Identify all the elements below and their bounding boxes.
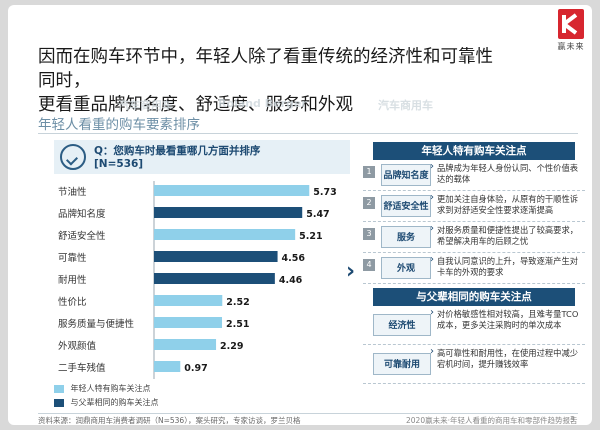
data-label: 2.52 — [226, 297, 249, 308]
focus-label: 品牌知名度 — [381, 164, 431, 186]
focus-description: 品牌成为年轻人身份认同、个性价值表达的载体 — [430, 162, 583, 184]
legend-label: 与父辈相同的购车关注点 — [70, 398, 159, 407]
sample-size: [N=536] — [94, 158, 144, 170]
shared-focus-row: 经济性对价格敏感性相对较高，且难考量TCO成本，更多关注采购时的单次成本 — [363, 306, 585, 345]
bar — [154, 229, 296, 240]
focus-label: 可靠耐用 — [373, 353, 431, 375]
headline-line-2: 更看重品牌知名度、舒适度、服务和外观 — [38, 95, 353, 115]
focus-panel: 年轻人特有购车关注点 1 品牌知名度品牌成为年轻人身份认同、个性价值表达的载体 2舒… — [363, 142, 585, 384]
bar — [154, 251, 278, 262]
logo-text: 赢未来 — [557, 42, 585, 51]
watermark: 汽车商用车 — [118, 99, 173, 112]
section-subtitle: 年轻人看重的购车要素排序 — [38, 117, 200, 133]
slide: 赢未来 因而在购车环节中，年轻人除了看重传统的经济性和可靠性同时， 更看重品牌知… — [8, 5, 592, 425]
category-label: 节油性 — [58, 186, 87, 198]
legend-label: 年轻人特有购车关注点 — [70, 384, 151, 393]
young-focus-row: 4 外观自我认同意识的上升，导致逐渐产生对卡车的外观的要求 — [363, 253, 585, 284]
question-text: Q：您购车时最看重哪几方面并排序 — [94, 145, 261, 157]
bar — [154, 295, 223, 306]
watermark: 汽车商用车 — [378, 99, 433, 112]
focus-label: 外观 — [381, 257, 431, 279]
category-label: 可靠性 — [58, 252, 87, 264]
data-label: 5.73 — [313, 187, 336, 198]
bar — [154, 273, 275, 284]
bar — [154, 317, 223, 328]
shared-focus-row: 可靠耐用高可靠性和耐用性，在使用过程中减少宕机时间，提升赚钱效率 — [363, 345, 585, 384]
category-label: 品牌知名度 — [58, 208, 106, 220]
young-focus-row: 2 舒适安全性更加关注自身体验，从原有的干顺性诉求到对舒适安全性要求逐渐提高 — [363, 191, 585, 222]
source-note: 资料来源：润鼎商用车消费者调研（N=536），案头研究，专家访谈，罗兰贝格 — [38, 416, 301, 425]
data-label: 4.46 — [279, 275, 303, 286]
question-box: Q：您购车时最看重哪几方面并排序 [N=536] — [54, 140, 350, 174]
legend-item-shared: 与父辈相同的购车关注点 — [54, 397, 159, 408]
category-label: 二手车残值 — [58, 362, 106, 374]
legend-swatch — [54, 398, 64, 407]
category-label: 外观颜值 — [58, 340, 97, 352]
young-focus-row: 1 品牌知名度品牌成为年轻人身份认同、个性价值表达的载体 — [363, 160, 585, 191]
logo-mark-icon — [558, 9, 584, 39]
data-label: 0.97 — [184, 363, 207, 374]
brand-logo: 赢未来 — [550, 9, 588, 61]
category-label: 性价比 — [58, 296, 87, 308]
row-number: 1 — [363, 166, 375, 178]
check-circle-icon — [60, 144, 86, 170]
data-label: 5.21 — [299, 231, 322, 242]
category-label: 耐用性 — [58, 274, 87, 286]
footer-divider — [38, 413, 578, 414]
row-number: 4 — [363, 259, 375, 271]
legend-swatch — [54, 384, 64, 393]
bar — [154, 207, 303, 218]
data-label: 4.56 — [282, 253, 306, 264]
row-number: 3 — [363, 228, 375, 240]
shared-focus-header: 与父辈相同的购车关注点 — [373, 288, 575, 306]
category-label: 服务质量与便捷性 — [58, 318, 135, 330]
headline-line-1: 因而在购车环节中，年轻人除了看重传统的经济性和可靠性同时， — [38, 47, 493, 91]
focus-description: 对价格敏感性相对较高，且难考量TCO成本，更多关注采购时的单次成本 — [430, 308, 583, 330]
data-label: 2.29 — [220, 341, 243, 352]
watermark: Roland Berger — [218, 97, 307, 110]
bar — [154, 185, 310, 196]
focus-description: 自我认同意识的上升，导致逐渐产生对卡车的外观的要求 — [430, 255, 583, 277]
arrow-right-icon — [336, 142, 350, 172]
page-number: 3 — [570, 415, 575, 424]
headline: 因而在购车环节中，年轻人除了看重传统的经济性和可靠性同时， 更看重品牌知名度、舒… — [38, 45, 508, 117]
title-divider — [38, 133, 578, 134]
bar — [154, 361, 181, 372]
legend-item-young: 年轻人特有购车关注点 — [54, 383, 159, 394]
focus-description: 更加关注自身体验，从原有的干顺性诉求到对舒适安全性要求逐渐提高 — [430, 193, 583, 215]
bar-chart: 节油性 5.73 品牌知名度 5.47 舒适安全性 5.21 可靠性 4.56 耐用性 4.46 性… — [58, 181, 337, 379]
focus-description: 对服务质量和便捷性提出了较高要求，希望解决用车的后顾之忧 — [430, 224, 583, 246]
focus-label: 舒适安全性 — [381, 195, 431, 217]
bar — [154, 339, 217, 350]
report-footnote: 2020赢未来·年轻人看重的商用车和零部件趋势报告 — [406, 416, 578, 425]
focus-label: 经济性 — [373, 314, 431, 336]
young-focus-header: 年轻人特有购车关注点 — [373, 142, 575, 160]
category-label: 舒适安全性 — [58, 230, 106, 242]
focus-label: 服务 — [381, 226, 431, 248]
young-focus-row: 3 服务对服务质量和便捷性提出了较高要求，希望解决用车的后顾之忧 — [363, 222, 585, 253]
chevron-right-icon: › — [346, 259, 356, 284]
focus-description: 高可靠性和耐用性，在使用过程中减少宕机时间，提升赚钱效率 — [430, 347, 583, 369]
data-label: 2.51 — [226, 319, 249, 330]
data-label: 5.47 — [306, 209, 329, 220]
chart-legend: 年轻人特有购车关注点 与父辈相同的购车关注点 — [54, 383, 159, 411]
row-number: 2 — [363, 197, 375, 209]
